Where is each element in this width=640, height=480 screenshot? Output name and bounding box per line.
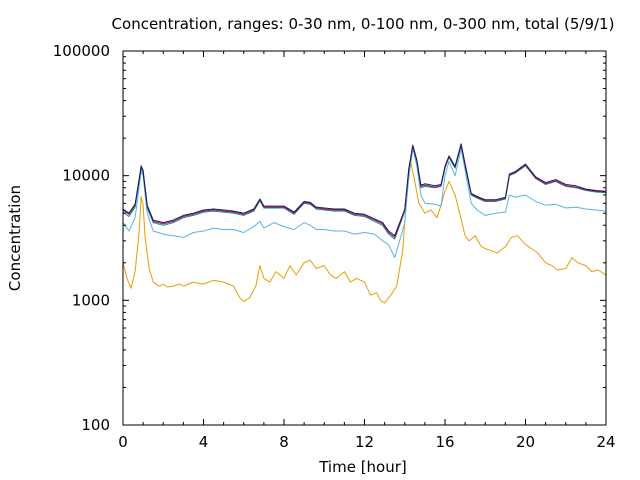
- series-line-4: [122, 144, 607, 238]
- y-tick-label: 100: [81, 416, 110, 434]
- x-tick: 8: [279, 51, 289, 451]
- x-tick: 4: [199, 51, 209, 451]
- y-tick-label: 10000: [62, 167, 110, 185]
- x-axis-label: Time [hour]: [318, 458, 407, 476]
- y-tick-label: 1000: [72, 291, 110, 309]
- x-tick: 12: [355, 51, 374, 451]
- x-tick-label: 16: [435, 433, 454, 451]
- y-axis-label: Concentration: [6, 185, 24, 291]
- y-tick: 10000: [62, 167, 606, 185]
- x-tick-label: 0: [118, 433, 128, 451]
- series-line-1: [122, 161, 607, 304]
- x-tick: 24: [596, 51, 616, 451]
- ticks-layer: 0 4 8 12 16 20 24 100 1000 10000 100000: [53, 42, 616, 451]
- x-tick-label: 8: [279, 433, 289, 451]
- chart-title: Concentration, ranges: 0-30 nm, 0-100 nm…: [112, 15, 615, 33]
- x-tick: 0: [118, 51, 128, 451]
- x-tick-label: 20: [516, 433, 535, 451]
- series-line-5: [122, 143, 607, 237]
- series-layer: [122, 143, 607, 304]
- series-line-3: [122, 144, 607, 240]
- y-tick: 100000: [53, 42, 606, 60]
- x-tick: 20: [516, 51, 535, 451]
- x-tick: 16: [435, 51, 455, 451]
- y-tick-label: 100000: [53, 42, 110, 60]
- y-tick: 1000: [72, 291, 606, 309]
- series-line-2: [122, 148, 607, 259]
- x-tick-label: 24: [596, 433, 615, 451]
- x-tick-label: 4: [199, 433, 209, 451]
- x-tick-label: 12: [355, 433, 374, 451]
- y-tick: 100: [81, 416, 606, 434]
- plot-frame: [122, 50, 607, 426]
